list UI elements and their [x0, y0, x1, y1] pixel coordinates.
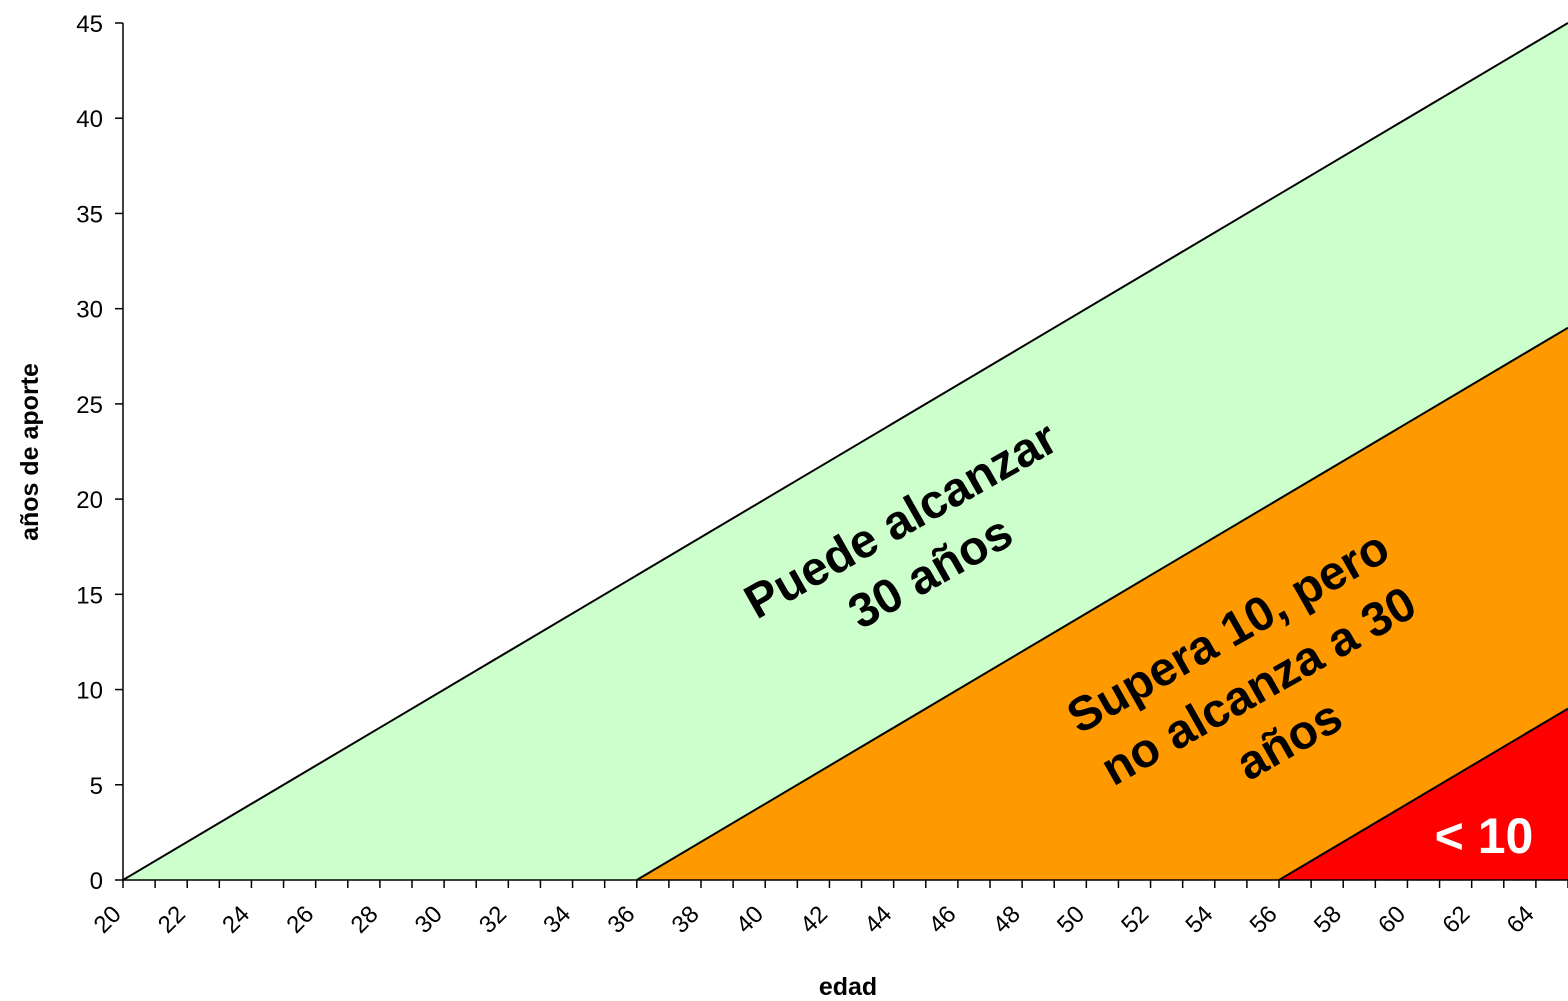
boundary-line-1: [122, 22, 1568, 881]
x-tick-label: 52: [1116, 901, 1154, 939]
region-label-line: < 10: [1435, 808, 1534, 864]
x-tick-label: 26: [281, 901, 319, 939]
y-tick-label: 45: [76, 11, 103, 38]
y-axis-title: años de aporte: [16, 363, 44, 541]
x-tick-label: 62: [1437, 901, 1475, 939]
x-tick-label: 28: [346, 901, 384, 939]
x-tick-label: 50: [1052, 901, 1090, 939]
x-tick-label: 46: [924, 901, 962, 939]
x-tick-label: 22: [153, 901, 191, 939]
x-tick-label: 64: [1502, 901, 1540, 939]
y-tick-label: 25: [76, 392, 103, 419]
x-tick-label: 34: [538, 901, 576, 939]
x-tick-label: 20: [89, 901, 127, 939]
y-tick-label: 40: [76, 106, 103, 133]
x-tick-label: 40: [731, 901, 769, 939]
boundary-line-3: [1278, 707, 1568, 881]
x-tick-label: 58: [1309, 901, 1347, 939]
region-2: [636, 327, 1568, 880]
x-tick-label: 42: [795, 901, 833, 939]
axes-layer: [122, 23, 1568, 881]
y-tick-label: 0: [90, 868, 103, 895]
x-tick-label: 36: [602, 901, 640, 939]
y-tick-label: 20: [76, 487, 103, 514]
x-tick-label: 56: [1245, 901, 1283, 939]
x-tick-label: 24: [217, 901, 255, 939]
region-label-3: < 10: [1435, 808, 1534, 864]
y-tick-label: 5: [90, 773, 103, 800]
x-tick-label: 32: [474, 901, 512, 939]
y-tick-label: 10: [76, 678, 103, 705]
y-tick-label: 30: [76, 297, 103, 324]
x-tick-label: 60: [1373, 901, 1411, 939]
y-tick-label: 35: [76, 201, 103, 228]
boundary-line-2: [636, 326, 1568, 881]
boundary-layer: [122, 22, 1568, 881]
x-tick-label: 48: [988, 901, 1026, 939]
x-axis-title: edad: [819, 973, 877, 1001]
x-tick-label: 38: [667, 901, 705, 939]
x-tick-label: 54: [1180, 901, 1218, 939]
y-tick-label: 15: [76, 582, 103, 609]
x-tick-label: 30: [410, 901, 448, 939]
x-tick-label: 44: [859, 901, 897, 939]
